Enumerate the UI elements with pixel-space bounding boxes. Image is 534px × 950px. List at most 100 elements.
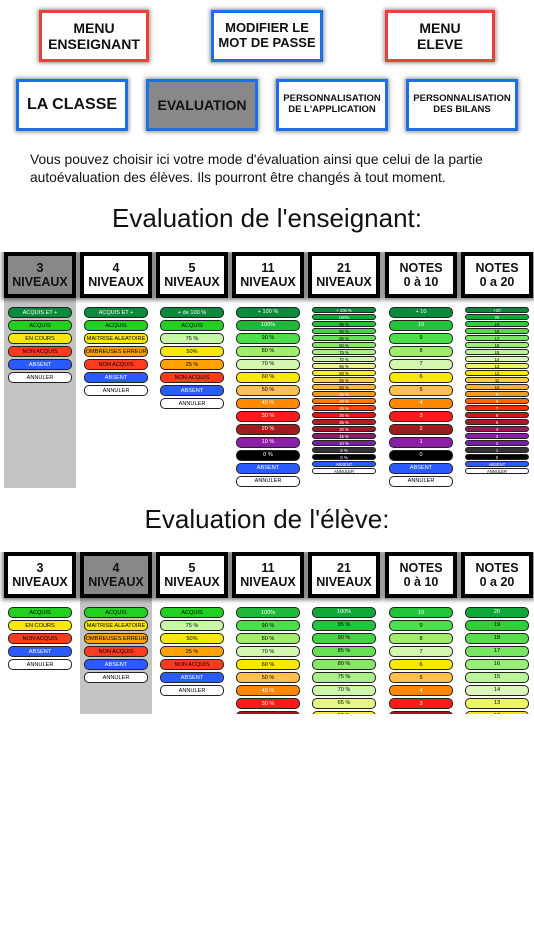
eval-level-pill: 9 xyxy=(465,391,529,397)
eval-level-pill: 80 % xyxy=(236,346,300,357)
app-customization-button[interactable]: PERSONNALISATION DE L'APPLICATION xyxy=(276,79,388,131)
eval-mode-header[interactable]: 3 NIVEAUX xyxy=(4,252,76,298)
eval-level-pill: 4 xyxy=(389,398,453,409)
eval-mode-header[interactable]: 4 NIVEAUX xyxy=(80,552,152,598)
eval-mode-header[interactable]: 21 NIVEAUX xyxy=(308,252,380,298)
eval-mode-header[interactable]: NOTES 0 à 10 xyxy=(385,252,457,298)
eval-level-pill: 75 % xyxy=(312,672,376,683)
eval-mode-6[interactable]: NOTES 0 à 10 + 10 10 9 8 7 6 5 4 3 2 1 0 ABSENT ANNULE… xyxy=(385,252,457,488)
eval-level-pill: MAITRISE ALEATOIRE xyxy=(84,620,148,631)
eval-level-pill: 90 % xyxy=(312,328,376,334)
eval-level-pill: 75 % xyxy=(160,333,224,344)
eval-level-pill: 15 % xyxy=(312,433,376,439)
eval-level-pill: ANNULER xyxy=(389,476,453,487)
eval-mode-header[interactable]: 5 NIVEAUX xyxy=(156,252,228,298)
eval-level-pill: 90 % xyxy=(236,333,300,344)
eval-level-pill: ANNULER xyxy=(84,672,148,683)
teacher-eval-title: Evaluation de l'enseignant: xyxy=(112,203,422,233)
eval-level-pill: ANNULER xyxy=(84,385,148,396)
eval-level-pill: ANNULER xyxy=(8,659,72,670)
eval-level-pill: + de 100 % xyxy=(160,307,224,318)
eval-level-pill: 2 xyxy=(389,424,453,435)
student-menu-button[interactable]: MENU ELEVE xyxy=(385,10,495,62)
eval-mode-1[interactable]: 3 NIVEAUX ACQUIS ET + ACQUIS EN COURS NON AC… xyxy=(4,252,76,488)
class-button[interactable]: LA CLASSE xyxy=(16,79,128,131)
eval-mode-header[interactable]: 11 NIVEAUX xyxy=(232,252,304,298)
eval-level-pill: ANNULER xyxy=(465,468,529,474)
eval-mode-header[interactable]: 5 NIVEAUX xyxy=(156,552,228,598)
eval-level-pill: + 10 xyxy=(389,307,453,318)
eval-level-pill: MAITRISE ALEATOIRE xyxy=(84,333,148,344)
intro-text: Vous pouvez choisir ici votre mode d'éva… xyxy=(30,152,483,185)
eval-level-list: ACQUIS EN COURS NON ACQUIS ABSENT ANNULER xyxy=(8,607,72,672)
eval-level-pill: 5 xyxy=(389,672,453,683)
teacher-menu-button[interactable]: MENU ENSEIGNANT xyxy=(39,10,149,62)
eval-level-list: + 100 % 100% 95 % 90 % 85 % 80 % 75 % 70 % 65 % 6… xyxy=(312,307,376,475)
eval-level-pill: ACQUIS xyxy=(8,320,72,331)
eval-level-pill: NON ACQUIS xyxy=(160,659,224,670)
eval-mode-header[interactable]: NOTES 0 à 10 xyxy=(385,552,457,598)
eval-level-pill: 100% xyxy=(236,607,300,618)
eval-mode-3[interactable]: 5 NIVEAUX + de 100 % ACQUIS 75 % 50% 25 % NON … xyxy=(156,252,228,488)
eval-mode-header[interactable]: NOTES 0 a 20 xyxy=(461,552,533,598)
eval-level-pill: 85 % xyxy=(312,335,376,341)
eval-level-pill: 14 xyxy=(465,356,529,362)
eval-level-pill: 20 xyxy=(465,607,529,618)
eval-level-pill: ACQUIS xyxy=(8,607,72,618)
eval-mode-header[interactable]: 4 NIVEAUX xyxy=(80,252,152,298)
eval-mode-header[interactable]: 11 NIVEAUX xyxy=(232,552,304,598)
eval-mode-4[interactable]: 11 NIVEAUX + 100 % 100% 90 % 80 % 70 % 60 % 50 … xyxy=(232,252,304,488)
eval-mode-header[interactable]: 21 NIVEAUX xyxy=(308,552,380,598)
eval-level-list: 100%95 %90 %85 %80 %75 %70 %65 %60 %55 %… xyxy=(312,607,376,714)
eval-level-pill: 8 xyxy=(465,398,529,404)
eval-level-pill: + 100 % xyxy=(236,307,300,318)
eval-mode-header[interactable]: 3 NIVEAUX xyxy=(4,552,76,598)
eval-level-pill: NON ACQUIS xyxy=(8,346,72,357)
eval-mode-2[interactable]: 4 NIVEAUX ACQUIS MAITRISE ALEATOIRE NOMBREU… xyxy=(80,552,152,714)
eval-mode-3[interactable]: 5 NIVEAUX ACQUIS 75 % 50% 25 % NON ACQUIS ABSE… xyxy=(156,552,228,714)
reports-customization-button[interactable]: PERSONNALISATION DES BILANS xyxy=(406,79,518,131)
eval-mode-5[interactable]: 21 NIVEAUX + 100 % 100% 95 % 90 % 85 % 80 % 75 … xyxy=(308,252,380,488)
eval-mode-5[interactable]: 21 NIVEAUX 100% 95 % 90 % 85 % 80 % 75 % 70 % 65… xyxy=(308,552,380,714)
eval-level-pill: 70 % xyxy=(236,646,300,657)
eval-mode-header[interactable]: NOTES 0 a 20 xyxy=(461,252,533,298)
eval-level-pill: ACQUIS xyxy=(160,607,224,618)
eval-level-pill: 50% xyxy=(160,633,224,644)
eval-mode-6[interactable]: NOTES 0 à 10 10 9 8 7 6 5 4 3 2 xyxy=(385,552,457,714)
eval-mode-2[interactable]: 4 NIVEAUX ACQUIS ET + ACQUIS MAITRISE ALEAT… xyxy=(80,252,152,488)
eval-level-pill: 50 % xyxy=(236,672,300,683)
eval-level-pill: 17 xyxy=(465,335,529,341)
eval-level-pill: 20 % xyxy=(236,424,300,435)
eval-level-pill: ANNULER xyxy=(160,685,224,696)
eval-level-pill: 19 xyxy=(465,620,529,631)
eval-level-pill: 2 xyxy=(465,440,529,446)
eval-level-pill: 5 % xyxy=(312,447,376,453)
eval-level-pill: ABSENT xyxy=(465,461,529,467)
change-password-button[interactable]: MODIFIER LE MOT DE PASSE xyxy=(211,10,323,62)
eval-level-pill: 10 xyxy=(389,607,453,618)
eval-level-pill: 40 % xyxy=(236,685,300,696)
eval-level-pill: 10 xyxy=(465,384,529,390)
eval-level-pill: 30 % xyxy=(236,411,300,422)
eval-level-pill: 14 xyxy=(465,685,529,696)
eval-level-pill: 3 xyxy=(465,433,529,439)
eval-level-pill: 40 % xyxy=(312,398,376,404)
eval-level-pill: 25 % xyxy=(312,419,376,425)
eval-mode-7[interactable]: NOTES 0 a 20 +20 20 19 18 17 16 15 14 13 12 11 10 9 8 7… xyxy=(461,252,533,488)
eval-level-pill: 7 xyxy=(389,359,453,370)
eval-level-pill: ACQUIS xyxy=(84,320,148,331)
eval-level-pill: 1 xyxy=(389,437,453,448)
eval-level-pill: 80 % xyxy=(312,659,376,670)
eval-level-pill: 13 xyxy=(465,363,529,369)
eval-level-pill: 80 % xyxy=(236,633,300,644)
eval-level-pill: 25 % xyxy=(160,646,224,657)
eval-mode-4[interactable]: 11 NIVEAUX 100% 90 % 80 % 70 % 60 % 50 % 40 % 30… xyxy=(232,552,304,714)
eval-mode-1[interactable]: 3 NIVEAUX ACQUIS EN COURS NON ACQUIS ABSENT A… xyxy=(4,552,76,714)
eval-level-pill: ANNULER xyxy=(236,476,300,487)
evaluation-button[interactable]: EVALUATION xyxy=(146,79,258,131)
eval-level-pill: NON ACQUIS xyxy=(84,646,148,657)
eval-level-list: +20 20 19 18 17 16 15 14 13 12 11 10 9 8 7 6 5 4 3 2 1 0 ABSEN… xyxy=(465,307,529,475)
eval-level-pill: 12 xyxy=(465,711,529,714)
eval-level-pill: + 100 % xyxy=(312,307,376,313)
